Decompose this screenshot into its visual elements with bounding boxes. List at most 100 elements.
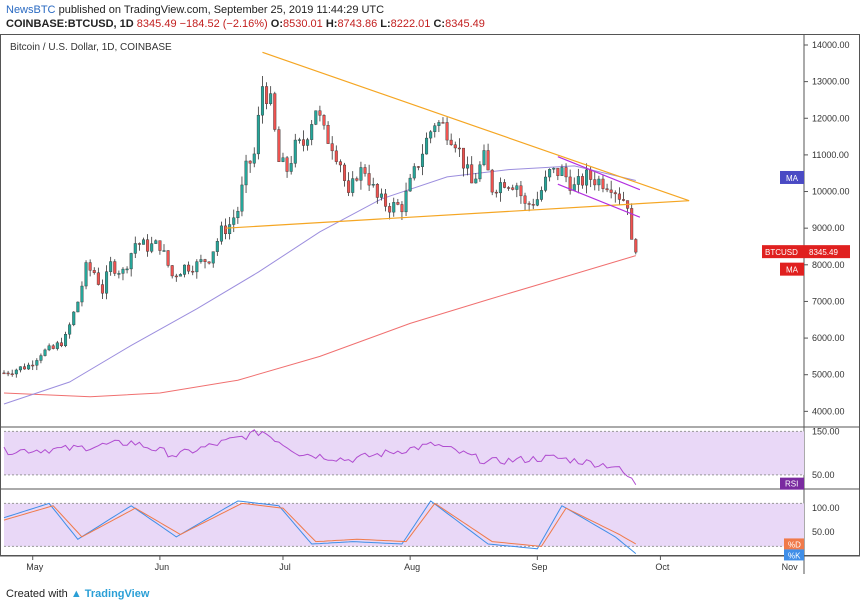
candle (64, 331, 68, 348)
candle (404, 182, 408, 216)
candle-body (39, 355, 43, 361)
candle (531, 198, 535, 210)
candle (297, 137, 301, 144)
high-label: H: (325, 18, 338, 30)
candle (72, 311, 76, 327)
candle-body (519, 185, 523, 197)
last-price: 8345.49 (136, 18, 177, 30)
candle (195, 259, 199, 279)
chart-frame (0, 34, 860, 556)
candle-body (613, 192, 617, 195)
rsi-tag-label: RSI (785, 480, 798, 489)
candle (359, 161, 363, 190)
tradingview-link[interactable]: TradingView (84, 588, 150, 600)
candle (371, 177, 375, 188)
candle-body (511, 187, 515, 190)
candle (466, 156, 470, 176)
ma200-tag-label: MA (786, 266, 799, 275)
y-tick-label: 14000.00 (812, 40, 850, 50)
candle-body (265, 86, 269, 104)
price-value-bg (804, 245, 850, 259)
candle (564, 163, 568, 183)
candle (51, 344, 55, 350)
candle-body (35, 360, 39, 366)
candle (109, 256, 113, 276)
close-value: 8345.49 (445, 18, 485, 30)
candle (617, 187, 621, 206)
candle (355, 176, 359, 182)
candle-body (166, 250, 170, 266)
candle-body (59, 342, 63, 347)
candle-body (174, 275, 178, 278)
candle (166, 250, 170, 268)
candle (219, 221, 223, 245)
candle (396, 198, 400, 206)
candle (351, 171, 355, 197)
candle (461, 147, 465, 177)
candle-body (244, 160, 248, 186)
candle (572, 177, 576, 192)
price-chart[interactable]: Bitcoin / U.S. Dollar, 1D, COINBASE 4000.… (0, 34, 860, 584)
publisher-name[interactable]: NewsBTC (6, 4, 56, 16)
candle (285, 155, 289, 178)
candle-body (535, 199, 539, 206)
candle-body (564, 167, 568, 178)
candle (322, 114, 326, 130)
stoch-k-tag-bg (784, 549, 804, 561)
candle (252, 147, 256, 168)
candle (269, 86, 273, 106)
candle-body (162, 250, 166, 252)
candle (474, 173, 478, 184)
candle-body (379, 193, 383, 198)
candle (96, 267, 100, 286)
candle-body (133, 243, 137, 254)
candle (388, 202, 392, 220)
candle-body (2, 372, 6, 375)
candle (609, 180, 613, 199)
candle (556, 167, 560, 181)
candle-body (404, 190, 408, 213)
candle-body (609, 189, 613, 193)
candle-body (531, 204, 535, 206)
candle-body (232, 217, 236, 225)
candle-body (384, 193, 388, 207)
candle (490, 168, 494, 196)
candle (55, 340, 59, 351)
candle (105, 265, 109, 300)
candle-body (420, 153, 424, 167)
candle (568, 169, 572, 195)
price-tag-value: 8345.49 (809, 248, 838, 257)
candle-body (203, 259, 207, 263)
candle (498, 177, 502, 202)
candle-body (412, 166, 416, 179)
candle (178, 273, 182, 277)
candle (187, 261, 191, 275)
candle-body (453, 144, 457, 149)
stoch-k-tag-label: %K (788, 551, 801, 560)
candle (158, 240, 162, 255)
candle-body (334, 150, 338, 162)
candle (527, 201, 531, 212)
candle-body (527, 203, 531, 205)
x-tick-label: Nov (782, 562, 799, 572)
y-tick-label: 7000.00 (812, 296, 845, 306)
candle (244, 154, 248, 193)
y-tick-label: 8000.00 (812, 260, 845, 270)
candle-body (539, 190, 543, 200)
candle-body (433, 125, 437, 132)
candle (215, 238, 219, 256)
candle-body (150, 243, 154, 252)
candle-body (269, 93, 273, 104)
stoch-d-tag-bg (784, 538, 804, 550)
rsi-tag-bg (780, 477, 804, 490)
candle (129, 252, 133, 277)
candle-body (55, 342, 59, 349)
symbol-label: COINBASE:BTCUSD, 1D (6, 18, 134, 30)
candle-body (375, 184, 379, 198)
candle-body (310, 124, 314, 140)
rsi-line (3, 429, 637, 486)
candle-body (289, 163, 293, 172)
candle (27, 362, 31, 370)
candle (146, 234, 150, 257)
candle (429, 130, 433, 144)
